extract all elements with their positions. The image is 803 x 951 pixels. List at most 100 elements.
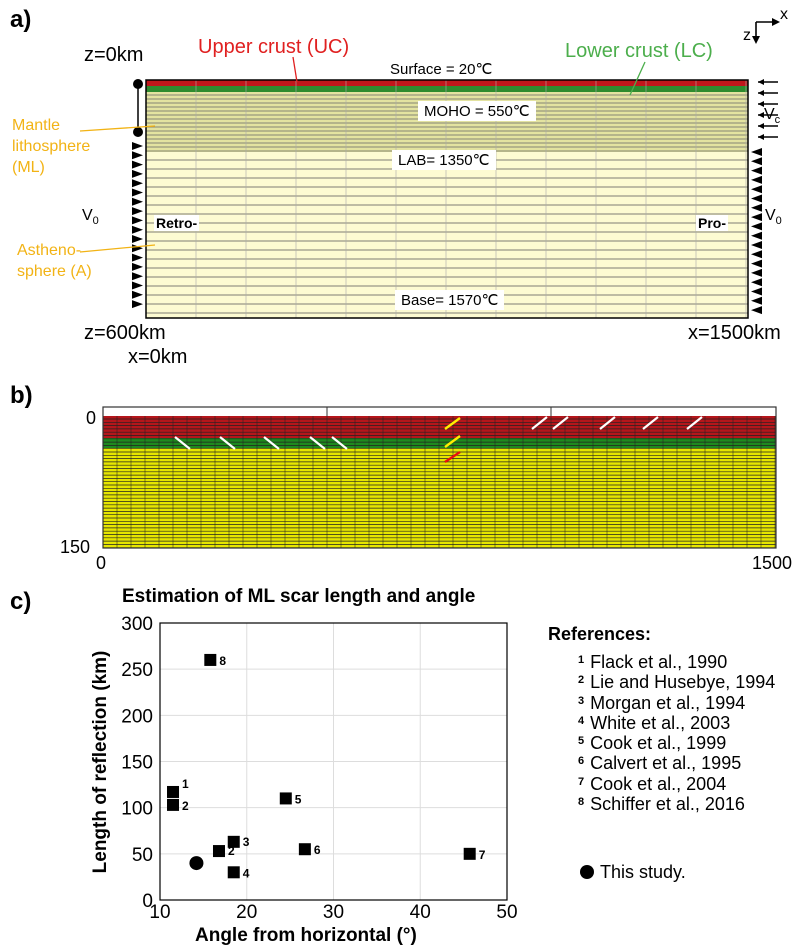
reference-item: 7 Cook et al., 2004 [578, 773, 775, 793]
axis-z-arrowhead [752, 36, 760, 44]
reference-number: 5 [578, 735, 585, 748]
depth-top-label: 0 [86, 408, 97, 428]
data-point-label: 8 [219, 654, 226, 668]
weak-zone-marker [263, 436, 280, 450]
weak-zone-yellow [444, 435, 461, 448]
reference-item: 4 White et al., 2003 [578, 712, 775, 732]
ml-line-1: Mantle [12, 117, 61, 134]
vc-label: Vc [764, 106, 781, 127]
reference-text: Schiffer et al., 2016 [590, 794, 745, 815]
data-point-label: 1 [182, 777, 189, 791]
reference-number: 4 [578, 714, 585, 727]
reference-item: 6 Calvert et al., 1995 [578, 752, 775, 772]
vc-arrow-head [758, 134, 764, 140]
pro-label: Pro- [696, 215, 728, 231]
depth-bottom-label: 150 [60, 537, 91, 557]
a-leader-line [79, 244, 156, 253]
lc-leader-line [629, 61, 646, 96]
reference-text: White et al., 2003 [590, 712, 731, 733]
axis-z-label: z [743, 27, 751, 44]
inflow-arrow-left [132, 253, 143, 262]
reference-text: Morgan et al., 1994 [590, 692, 746, 713]
data-point-reference [463, 847, 476, 860]
this-study-legend: This study. [580, 862, 686, 883]
x-axis-label: Angle from horizontal (°) [195, 925, 417, 946]
inflow-arrow-left [132, 216, 143, 225]
reference-number: 6 [578, 755, 585, 768]
x0-label: x=0km [128, 346, 188, 368]
weak-zone-marker [331, 436, 348, 450]
weak-zone-marker [174, 436, 191, 450]
inflow-arrow-left [132, 197, 143, 206]
inflow-arrow-left [132, 188, 143, 197]
inflow-arrow-left [132, 179, 143, 188]
weak-zone-marker [552, 416, 569, 430]
base-temp-label: Base= 1570℃ [395, 290, 505, 310]
data-point-label: 4 [243, 866, 250, 880]
inflow-arrow-right [751, 268, 762, 277]
v0-right-label: V0 [765, 207, 782, 228]
data-point-label: 6 [314, 843, 321, 857]
y-tick-label: 150 [121, 753, 153, 774]
vc-arrow-head [758, 123, 764, 129]
weak-zone-marker [309, 436, 326, 450]
x-tick-label: 40 [410, 902, 431, 923]
inflow-arrow-right [751, 213, 762, 222]
reference-item: 3 Morgan et al., 1994 [578, 692, 775, 712]
upper-crust-layer [146, 80, 748, 86]
reference-text: Calvert et al., 1995 [590, 753, 742, 774]
weak-zone-yellow [444, 417, 461, 430]
panel-c-label: c) [10, 588, 32, 615]
y-tick-label: 300 [121, 614, 153, 635]
reference-number: 2 [578, 674, 585, 687]
reference-item: 5 Cook et al., 1999 [578, 732, 775, 752]
vc-arrow-head [758, 79, 764, 85]
inflow-arrow-right [751, 203, 762, 212]
data-point-this-study [189, 856, 204, 871]
inflow-arrow-right [751, 287, 762, 296]
asthenosphere-label: Astheno- sphere (A) [17, 240, 92, 282]
inflow-arrow-right [751, 241, 762, 249]
inflow-arrow-right [751, 166, 762, 175]
inflow-arrow-right [751, 185, 762, 194]
z600-label: z=600km [84, 322, 166, 344]
axis-x-label: x [780, 6, 788, 23]
data-point-reference [227, 835, 240, 848]
reference-item: 2 Lie and Husebye, 1994 [578, 671, 775, 691]
reference-text: Cook et al., 2004 [590, 773, 727, 794]
inflow-arrow-left [132, 281, 143, 290]
vc-arrow-head [758, 112, 764, 118]
axis-x-arrowhead [772, 18, 780, 26]
y-tick-label: 100 [121, 799, 153, 820]
moho-temp-label: MOHO = 550℃ [418, 101, 536, 121]
ml-line-2: lithosphere [12, 138, 91, 155]
lab-temp-label: LAB= 1350℃ [392, 150, 496, 170]
y-tick-label: 50 [132, 845, 153, 866]
lower-crust-layer [146, 86, 748, 92]
x-tick-label: 20 [236, 902, 257, 923]
inflow-arrow-left [132, 262, 143, 271]
inflow-arrow-right [751, 148, 762, 156]
y-tick-label: 200 [121, 706, 153, 727]
inflow-arrow-right [751, 194, 762, 203]
data-point-reference [167, 798, 180, 811]
references-list: 1 Flack et al., 1990 2 Lie and Husebye, 199… [578, 651, 775, 813]
inflow-arrow-left [132, 169, 143, 178]
vc-arrow-head [758, 101, 764, 107]
inflow-arrow-left [132, 235, 143, 243]
upper-crust-label: Upper crust (UC) [198, 36, 350, 58]
inflow-arrow-left [132, 225, 143, 234]
this-study-text: This study. [600, 862, 686, 882]
data-point-reference [298, 843, 311, 856]
x1500-label: x=1500km [688, 322, 781, 344]
plot-area-border [159, 622, 508, 901]
data-point-reference [167, 785, 180, 798]
mantle-lithosphere-label: Mantle lithosphere (ML) [12, 115, 90, 178]
lower-crust-label: Lower crust (LC) [565, 40, 713, 62]
references-title: References: [548, 624, 652, 644]
weak-zone-marker [531, 416, 548, 430]
inflow-arrow-left [132, 142, 143, 150]
data-point-reference [227, 866, 240, 879]
inflow-arrow-left [132, 272, 143, 281]
x-tick-label: 50 [496, 902, 517, 923]
